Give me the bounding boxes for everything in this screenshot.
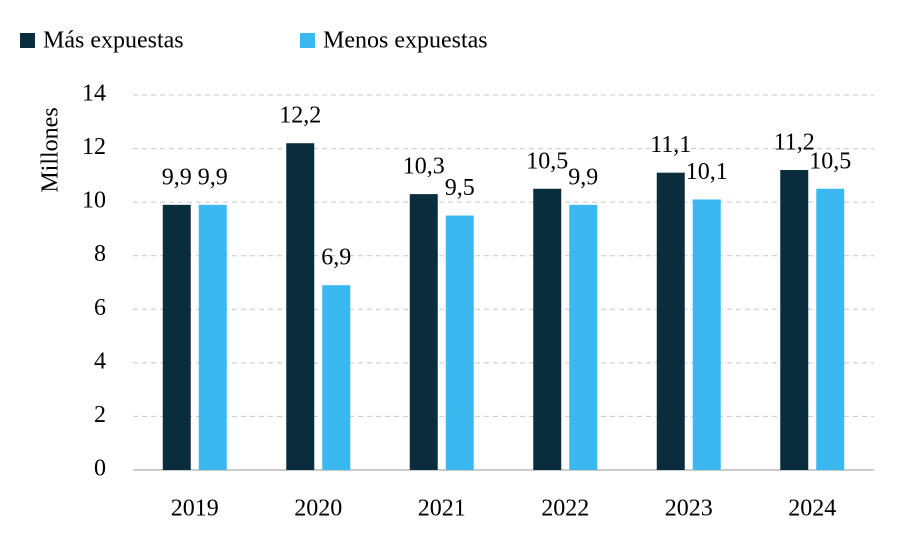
y-tick-label: 14 bbox=[82, 81, 106, 107]
data-label: 11,1 bbox=[650, 132, 691, 158]
bar bbox=[780, 170, 809, 470]
legend-swatch bbox=[300, 33, 315, 48]
bar bbox=[569, 204, 598, 471]
legend-label: Más expuestas bbox=[43, 28, 184, 54]
bar bbox=[445, 215, 474, 470]
bar bbox=[322, 285, 351, 470]
data-label: 9,9 bbox=[198, 164, 228, 190]
data-label: 10,5 bbox=[526, 148, 568, 174]
bar bbox=[198, 204, 227, 471]
x-tick-label: 2024 bbox=[788, 496, 836, 522]
x-tick-label: 2022 bbox=[541, 496, 589, 522]
y-tick-label: 8 bbox=[94, 241, 106, 267]
data-label: 9,9 bbox=[162, 164, 192, 190]
y-axis-label: Millones bbox=[38, 107, 64, 192]
data-label: 10,1 bbox=[686, 159, 728, 185]
y-tick-label: 4 bbox=[94, 348, 106, 374]
y-tick-label: 2 bbox=[94, 402, 106, 428]
data-label: 6,9 bbox=[321, 245, 351, 271]
legend-swatch bbox=[20, 33, 35, 48]
data-label: 10,5 bbox=[809, 148, 851, 174]
y-tick-label: 10 bbox=[82, 188, 106, 214]
bar bbox=[409, 194, 438, 470]
y-tick-label: 6 bbox=[94, 295, 106, 321]
bar bbox=[162, 204, 191, 471]
bar bbox=[692, 199, 721, 470]
bar bbox=[533, 188, 562, 470]
y-tick-label: 12 bbox=[82, 134, 106, 160]
bar bbox=[656, 172, 685, 470]
data-label: 9,9 bbox=[568, 164, 598, 190]
x-tick-label: 2023 bbox=[665, 496, 713, 522]
legend-label: Menos expuestas bbox=[323, 28, 488, 54]
bar bbox=[286, 143, 315, 470]
data-label: 12,2 bbox=[279, 103, 321, 129]
x-tick-label: 2019 bbox=[171, 496, 219, 522]
x-tick-label: 2021 bbox=[418, 496, 466, 522]
data-label: 9,5 bbox=[445, 175, 475, 201]
data-label: 11,2 bbox=[774, 130, 815, 156]
x-tick-label: 2020 bbox=[294, 496, 342, 522]
bar bbox=[816, 188, 845, 470]
y-tick-label: 0 bbox=[94, 456, 106, 482]
data-label: 10,3 bbox=[403, 154, 445, 180]
